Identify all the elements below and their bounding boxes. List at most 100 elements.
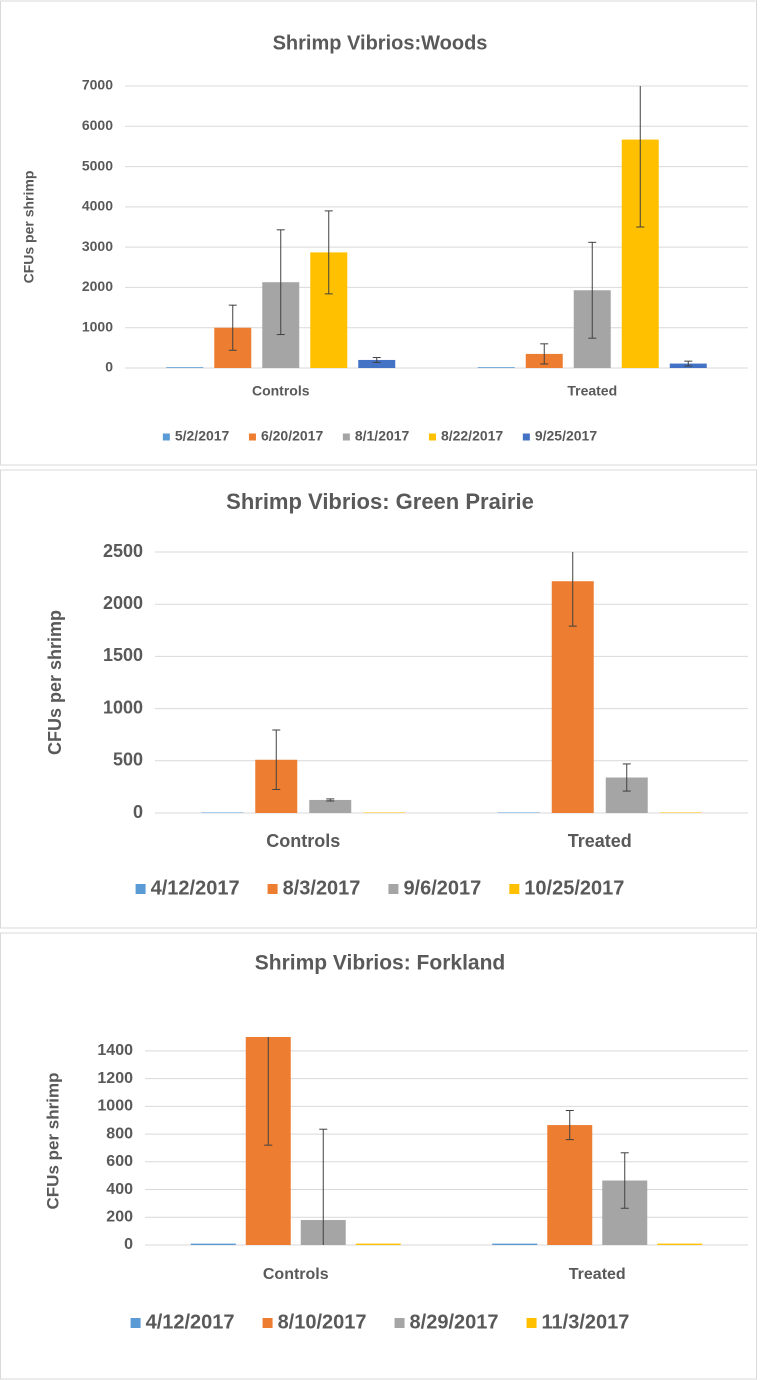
bars (190, 1037, 703, 1245)
y-tick-label: 1500 (103, 645, 143, 665)
legend: 4/12/2017 8/10/2017 8/29/2017 11/3/2017 (130, 1311, 630, 1333)
bar (547, 1125, 593, 1245)
y-tick-label: 200 (106, 1208, 133, 1225)
error-bar (264, 1037, 273, 1146)
y-tick-label: 6000 (82, 117, 113, 133)
x-tick-label: Treated (568, 831, 632, 851)
legend-item: 8/1/2017 (342, 428, 410, 444)
chart-title: Shrimp Vibrios:Woods (273, 32, 488, 54)
y-tick-label: 400 (106, 1181, 133, 1198)
error-bar (636, 86, 645, 228)
bar (201, 812, 244, 813)
legend-label: 8/1/2017 (355, 428, 410, 444)
bar (492, 1243, 538, 1245)
x-tick-label: Treated (569, 1266, 626, 1283)
legend-swatch (394, 1318, 405, 1328)
y-tick-label: 1400 (97, 1042, 133, 1059)
legend-swatch (162, 433, 170, 441)
legend-item: 8/10/2017 (262, 1311, 367, 1333)
legend-item: 9/25/2017 (522, 428, 597, 444)
legend-swatch (428, 433, 436, 441)
chart: Shrimp Vibrios: Forkland CFUs per shrimp 0… (0, 932, 757, 1380)
error-bar (568, 552, 577, 627)
y-tick-label: 0 (105, 359, 113, 375)
y-tick-label: 0 (133, 802, 143, 822)
legend-label: 8/22/2017 (441, 428, 503, 444)
legend-label: 4/12/2017 (151, 877, 240, 899)
legend-swatch (388, 884, 399, 894)
y-tick-label: 1200 (97, 1070, 133, 1087)
bar (355, 1243, 401, 1245)
legend-item: 11/3/2017 (526, 1311, 630, 1333)
x-tick-label: Controls (266, 831, 340, 851)
bar (477, 367, 515, 368)
y-axis-label: CFUs per shrimp (43, 1073, 62, 1210)
chart-frame (0, 932, 757, 1380)
y-tick-label: 800 (106, 1125, 133, 1142)
legend-label: 8/10/2017 (278, 1311, 367, 1333)
legend-item: 9/6/2017 (388, 877, 481, 899)
x-tick-label: Controls (252, 383, 310, 399)
y-tick-label: 7000 (82, 77, 113, 93)
legend-swatch (522, 433, 530, 441)
chart: Shrimp Vibrios:Woods CFUs per shrimp 0 1000… (0, 0, 757, 466)
legend-label: 4/12/2017 (146, 1311, 235, 1333)
legend: 5/2/2017 6/20/2017 8/1/2017 8/22/2017 9/25/2… (162, 428, 597, 444)
legend-label: 5/2/2017 (175, 428, 230, 444)
y-axis-label: CFUs per shrimp (21, 171, 37, 284)
error-bar (319, 1128, 328, 1245)
legend-swatch (509, 884, 520, 894)
error-bar (620, 1152, 629, 1209)
error-bar (272, 729, 281, 791)
error-bar (622, 763, 631, 792)
legend-label: 8/3/2017 (283, 877, 361, 899)
y-tick-label: 1000 (82, 318, 113, 334)
error-bar (565, 1109, 574, 1141)
legend-item: 5/2/2017 (162, 428, 230, 444)
legend-label: 11/3/2017 (542, 1311, 630, 1333)
x-tick-label: Controls (263, 1266, 329, 1283)
legend-label: 9/6/2017 (403, 877, 481, 899)
legend-label: 9/25/2017 (535, 428, 597, 444)
y-tick-label: 500 (113, 750, 143, 770)
chart: Shrimp Vibrios: Green Prairie CFUs per sh… (0, 469, 757, 929)
bar (309, 799, 352, 813)
bar (166, 367, 204, 368)
y-tick-label: 2000 (103, 593, 143, 613)
chart-title: Shrimp Vibrios: Forkland (255, 952, 505, 975)
legend-swatch (135, 884, 146, 894)
legend-swatch (262, 1318, 273, 1328)
legend: 4/12/2017 8/3/2017 9/6/2017 10/25/2017 (135, 877, 624, 899)
legend-label: 6/20/2017 (261, 428, 323, 444)
bar (497, 812, 540, 813)
legend-swatch (526, 1318, 537, 1328)
bar (190, 1243, 236, 1245)
y-axis-label: CFUs per shrimp (45, 610, 65, 755)
legend-item: 4/12/2017 (130, 1311, 235, 1333)
error-bar (588, 241, 597, 339)
error-bar (324, 210, 333, 295)
legend-item: 4/12/2017 (135, 877, 240, 899)
bar (659, 812, 702, 813)
y-tick-label: 4000 (82, 198, 113, 214)
bars (201, 552, 702, 813)
y-tick-label: 2000 (82, 278, 113, 294)
error-bar (276, 229, 285, 336)
y-tick-label: 5000 (82, 157, 113, 173)
legend-item: 10/25/2017 (509, 877, 624, 899)
y-tick-label: 3000 (82, 238, 113, 254)
legend-swatch (248, 433, 256, 441)
error-bar (326, 798, 335, 802)
x-tick-label: Treated (567, 383, 617, 399)
legend-item: 8/3/2017 (267, 877, 361, 899)
y-tick-label: 600 (106, 1153, 133, 1170)
y-tick-label: 0 (124, 1236, 133, 1253)
bar (363, 812, 406, 813)
legend-label: 10/25/2017 (524, 877, 624, 899)
y-tick-label: 1000 (97, 1098, 133, 1115)
legend-label: 8/29/2017 (410, 1311, 499, 1333)
error-bar (540, 343, 549, 365)
legend-swatch (130, 1318, 141, 1328)
legend-swatch (267, 884, 278, 894)
